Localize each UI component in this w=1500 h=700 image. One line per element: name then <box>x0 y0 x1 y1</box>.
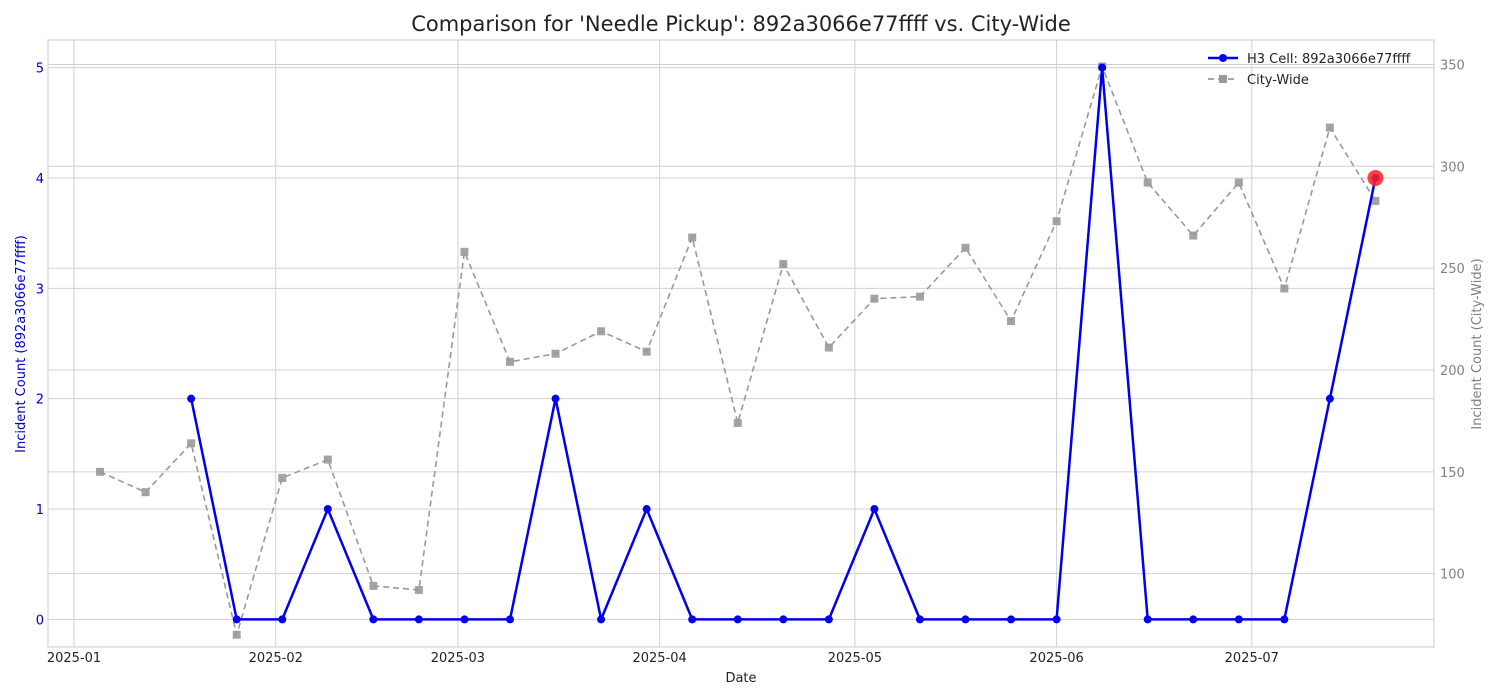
cell-point <box>1143 615 1152 624</box>
legend-cell-label: H3 Cell: 892a3066e77ffff <box>1247 52 1411 67</box>
legend-city-label: City-Wide <box>1247 73 1309 88</box>
left-tick-label: 1 <box>36 503 44 518</box>
city-wide-point <box>460 247 469 256</box>
city-wide-point <box>961 243 970 252</box>
legend: H3 Cell: 892a3066e77ffff City-Wide <box>1208 52 1411 88</box>
right-tick-label: 300 <box>1440 160 1465 175</box>
city-wide-point <box>414 585 423 594</box>
city-wide-point <box>824 343 833 352</box>
left-tick-label: 4 <box>36 172 44 187</box>
city-wide-point <box>96 467 105 476</box>
city-wide-point <box>323 455 332 464</box>
right-tick-label: 350 <box>1440 58 1465 73</box>
x-tick-label: 2025-06 <box>1029 651 1083 666</box>
city-wide-point <box>187 439 196 448</box>
cell-point <box>733 615 742 624</box>
city-wide-point <box>779 260 788 269</box>
city-wide-point <box>369 581 378 590</box>
series-layer <box>96 62 1384 639</box>
x-tick-label: 2025-05 <box>828 651 882 666</box>
cell-point <box>187 394 196 403</box>
city-wide-point <box>278 473 287 482</box>
x-tick-label: 2025-02 <box>249 651 303 666</box>
x-axis-label: Date <box>725 671 756 686</box>
city-wide-point <box>232 630 241 639</box>
cell-point <box>779 615 788 624</box>
cell-point <box>460 615 469 624</box>
cell-point <box>961 615 970 624</box>
x-tick-label: 2025-03 <box>431 651 485 666</box>
city-wide-point <box>141 488 150 497</box>
city-wide-point <box>1189 231 1198 240</box>
city-wide-point <box>1371 196 1380 205</box>
cell-point <box>323 505 332 514</box>
cell-point <box>1280 615 1289 624</box>
city-wide-point <box>1007 317 1016 326</box>
cell-point <box>232 615 241 624</box>
plot-frame <box>47 39 1435 648</box>
legend-city-marker <box>1219 75 1227 83</box>
cell-point <box>278 615 287 624</box>
city-wide-point <box>915 292 924 301</box>
city-wide-point <box>1143 178 1152 187</box>
city-wide-point <box>597 327 606 336</box>
cell-point <box>1325 394 1334 403</box>
city-wide-point <box>1052 217 1061 226</box>
cell-point <box>1098 63 1107 72</box>
cell-point <box>597 615 606 624</box>
cell-point <box>551 394 560 403</box>
cell-point <box>1052 615 1061 624</box>
left-tick-label: 5 <box>36 62 44 77</box>
right-tick-label: 200 <box>1440 364 1465 379</box>
legend-cell-marker <box>1219 54 1227 62</box>
grid-lines <box>48 40 1434 647</box>
cell-point <box>824 615 833 624</box>
x-axis-ticks: 2025-01 2025-02 2025-03 2025-04 2025-05 2025-… <box>47 651 1279 666</box>
x-tick-label: 2025-01 <box>47 651 101 666</box>
cell-point <box>870 505 879 514</box>
left-tick-label: 3 <box>36 282 44 297</box>
right-tick-label: 250 <box>1440 262 1465 277</box>
left-axis-ticks: 0 1 2 3 4 5 <box>36 62 44 629</box>
city-wide-point <box>870 294 879 303</box>
right-tick-label: 150 <box>1440 466 1465 481</box>
highlight-point <box>1367 169 1384 186</box>
cell-point <box>506 615 514 624</box>
left-tick-label: 0 <box>36 613 44 628</box>
city-wide-point <box>1325 123 1334 132</box>
chart-title: Comparison for 'Needle Pickup': 892a3066… <box>411 12 1071 36</box>
city-wide-line <box>99 64 1377 638</box>
city-wide-point <box>688 233 697 242</box>
cell-point <box>642 505 651 514</box>
left-axis-label: Incident Count (892a3066e77ffff) <box>14 235 29 453</box>
left-tick-label: 2 <box>36 393 44 408</box>
city-wide-point <box>551 349 560 358</box>
right-tick-label: 100 <box>1440 568 1465 583</box>
x-tick-label: 2025-04 <box>632 651 686 666</box>
cell-point <box>1007 615 1016 624</box>
right-axis-label: Incident Count (City-Wide) <box>1470 258 1485 429</box>
cell-point <box>1234 615 1243 624</box>
city-wide-point <box>642 347 651 356</box>
x-tick-label: 2025-07 <box>1225 651 1279 666</box>
city-wide-point <box>1234 178 1243 187</box>
city-wide-point <box>506 357 514 366</box>
cell-point <box>1189 615 1198 624</box>
cell-point <box>915 615 924 624</box>
cell-point <box>688 615 697 624</box>
right-axis-ticks: 100 150 200 250 300 350 <box>1440 58 1465 582</box>
city-wide-point <box>733 418 742 427</box>
city-wide-point <box>1280 284 1289 293</box>
cell-point <box>414 615 423 624</box>
cell-point <box>369 615 378 624</box>
